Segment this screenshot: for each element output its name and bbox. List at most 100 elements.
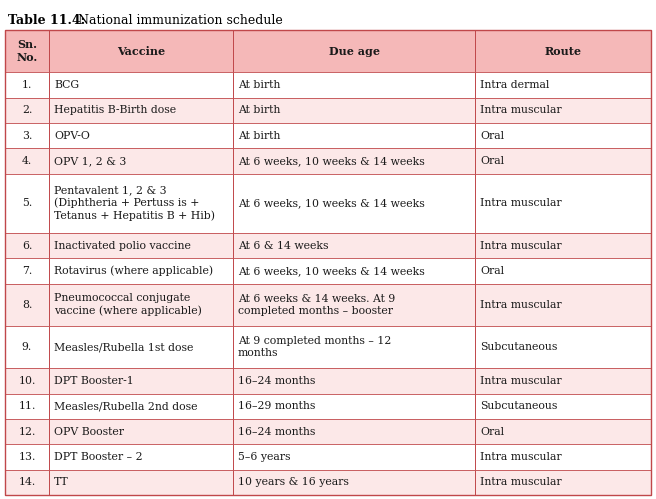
Text: Intra muscular: Intra muscular (480, 105, 562, 115)
Text: BCG: BCG (54, 80, 79, 90)
Bar (233, 419, 476, 444)
Text: Rotavirus (where applicable): Rotavirus (where applicable) (54, 265, 213, 276)
Text: At 6 weeks & 14 weeks. At 9
completed months – booster: At 6 weeks & 14 weeks. At 9 completed mo… (238, 294, 396, 316)
Text: 11.: 11. (18, 401, 35, 411)
Text: OPV Booster: OPV Booster (54, 427, 124, 437)
Bar (233, 258, 476, 283)
Bar (5, 72, 49, 98)
Bar (476, 258, 651, 283)
Bar (49, 233, 233, 258)
Text: At birth: At birth (238, 80, 280, 90)
Bar (49, 326, 233, 368)
Bar (5, 233, 49, 258)
Bar (476, 326, 651, 368)
Text: 9.: 9. (22, 342, 32, 352)
Bar (49, 72, 233, 98)
Bar (49, 283, 233, 326)
Text: Intra muscular: Intra muscular (480, 300, 562, 310)
Bar (49, 98, 233, 123)
Bar (476, 123, 651, 148)
Bar (49, 419, 233, 444)
Text: Intra muscular: Intra muscular (480, 198, 562, 208)
Bar (233, 233, 476, 258)
Bar (476, 98, 651, 123)
Bar (476, 283, 651, 326)
Bar (233, 174, 476, 233)
Text: OPV-O: OPV-O (54, 131, 90, 141)
Text: 2.: 2. (22, 105, 32, 115)
Bar (233, 326, 476, 368)
Bar (476, 30, 651, 72)
Bar (49, 30, 233, 72)
Bar (49, 470, 233, 495)
Bar (476, 419, 651, 444)
Bar (233, 368, 476, 394)
Text: DPT Booster – 2: DPT Booster – 2 (54, 452, 142, 462)
Bar (476, 123, 651, 148)
Bar (233, 470, 476, 495)
Bar (233, 148, 476, 174)
Bar (476, 368, 651, 394)
Text: Measles/Rubella 1st dose: Measles/Rubella 1st dose (54, 342, 194, 352)
Bar (5, 233, 49, 258)
Bar (476, 72, 651, 98)
Text: 5.: 5. (22, 198, 32, 208)
Bar (476, 174, 651, 233)
Bar (233, 123, 476, 148)
Bar (233, 98, 476, 123)
Bar (233, 444, 476, 470)
Text: 8.: 8. (22, 300, 32, 310)
Text: Intra dermal: Intra dermal (480, 80, 550, 90)
Text: National immunization schedule: National immunization schedule (70, 14, 283, 27)
Bar (476, 394, 651, 419)
Text: Inactivated polio vaccine: Inactivated polio vaccine (54, 241, 191, 250)
Bar (233, 148, 476, 174)
Text: At 6 weeks, 10 weeks & 14 weeks: At 6 weeks, 10 weeks & 14 weeks (238, 156, 425, 166)
Bar (49, 368, 233, 394)
Text: At birth: At birth (238, 105, 280, 115)
Text: 16–29 months: 16–29 months (238, 401, 316, 411)
Text: Oral: Oral (480, 131, 504, 141)
Bar (49, 444, 233, 470)
Bar (49, 444, 233, 470)
Text: 6.: 6. (22, 241, 32, 250)
Bar (476, 233, 651, 258)
Bar (49, 419, 233, 444)
Text: Oral: Oral (480, 266, 504, 276)
Text: Measles/Rubella 2nd dose: Measles/Rubella 2nd dose (54, 401, 197, 411)
Bar (49, 123, 233, 148)
Bar (233, 470, 476, 495)
Bar (476, 444, 651, 470)
Text: Pentavalent 1, 2 & 3
(Diphtheria + Pertuss is +
Tetanus + Hepatitis B + Hib): Pentavalent 1, 2 & 3 (Diphtheria + Pertu… (54, 186, 215, 221)
Bar (233, 394, 476, 419)
Bar (49, 123, 233, 148)
Bar (5, 394, 49, 419)
Bar (476, 30, 651, 72)
Bar (5, 283, 49, 326)
Text: Subcutaneous: Subcutaneous (480, 401, 558, 411)
Bar (233, 72, 476, 98)
Bar (5, 174, 49, 233)
Bar (49, 148, 233, 174)
Bar (476, 326, 651, 368)
Bar (233, 444, 476, 470)
Text: Intra muscular: Intra muscular (480, 478, 562, 488)
Text: 13.: 13. (18, 452, 35, 462)
Text: At birth: At birth (238, 131, 280, 141)
Bar (49, 394, 233, 419)
Bar (5, 98, 49, 123)
Text: 5–6 years: 5–6 years (238, 452, 291, 462)
Bar (476, 148, 651, 174)
Bar (5, 444, 49, 470)
Text: OPV 1, 2 & 3: OPV 1, 2 & 3 (54, 156, 127, 166)
Bar (49, 470, 233, 495)
Bar (476, 470, 651, 495)
Text: 16–24 months: 16–24 months (238, 376, 316, 386)
Bar (233, 233, 476, 258)
Bar (5, 258, 49, 283)
Text: 7.: 7. (22, 266, 32, 276)
Text: At 6 weeks, 10 weeks & 14 weeks: At 6 weeks, 10 weeks & 14 weeks (238, 266, 425, 276)
Bar (233, 258, 476, 283)
Bar (49, 283, 233, 326)
Text: 16–24 months: 16–24 months (238, 427, 316, 437)
